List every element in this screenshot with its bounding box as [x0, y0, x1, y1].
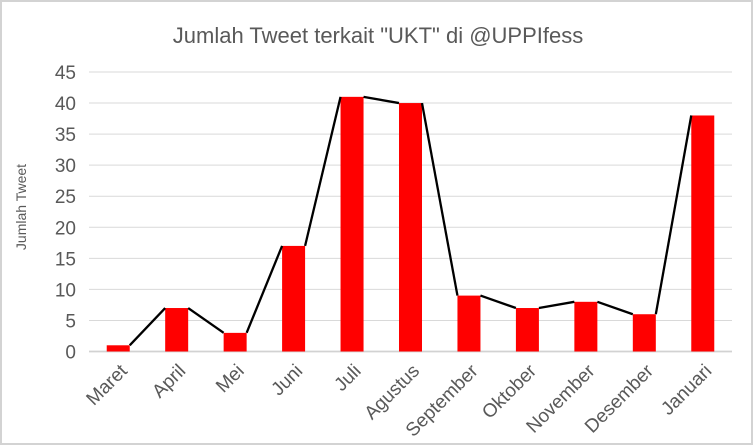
bar-desember [632, 314, 656, 352]
bar-juni [282, 245, 306, 352]
line-segment-april-mei [187, 307, 225, 334]
line-segment-september-oktober [480, 294, 517, 310]
x-category-label-maret: Maret [83, 360, 133, 410]
line-segment-maret-april [128, 307, 167, 347]
y-tick-label-30: 30 [55, 156, 76, 177]
bar-april [165, 308, 189, 352]
line-segment-desember-januari [654, 115, 693, 315]
bar-november [574, 301, 598, 352]
bar-oktober [515, 308, 539, 352]
x-category-label-mei: Mei [212, 361, 249, 398]
bar-maret [106, 345, 130, 352]
bar-januari [691, 115, 715, 352]
line-segment-mei-juni [245, 245, 284, 334]
x-category-label-juni: Juni [268, 361, 307, 400]
bar-series-layer [106, 96, 715, 352]
bar-juli [340, 96, 364, 352]
line-segment-agustus-september [420, 102, 459, 296]
line-segment-juni-juli [303, 96, 342, 247]
y-tick-label-20: 20 [55, 218, 76, 239]
y-tick-label-10: 10 [55, 280, 76, 301]
bar-mei [223, 332, 247, 352]
y-tick-label-25: 25 [55, 187, 76, 208]
x-category-label-januari: Januari [657, 361, 716, 420]
y-axis-title: Jumlah Tweet [13, 164, 29, 250]
y-tick-label-15: 15 [55, 249, 76, 270]
y-tick-label-0: 0 [65, 343, 76, 364]
x-category-label-juli: Juli [331, 361, 366, 396]
y-tick-label-40: 40 [55, 94, 76, 115]
x-category-label-april: April [148, 361, 190, 403]
y-tick-label-35: 35 [55, 125, 76, 146]
bar-september [457, 295, 481, 352]
line-segment-oktober-november [538, 300, 575, 310]
y-tick-label-45: 45 [55, 63, 76, 84]
line-series-layer [128, 95, 693, 347]
bar-agustus [399, 103, 422, 352]
chart-title: Jumlah Tweet terkait "UKT" di @UPPIfess [173, 23, 583, 48]
y-tick-label-5: 5 [65, 311, 76, 332]
line-segment-juli-agustus [363, 95, 400, 105]
line-segment-november-desember [596, 300, 634, 316]
